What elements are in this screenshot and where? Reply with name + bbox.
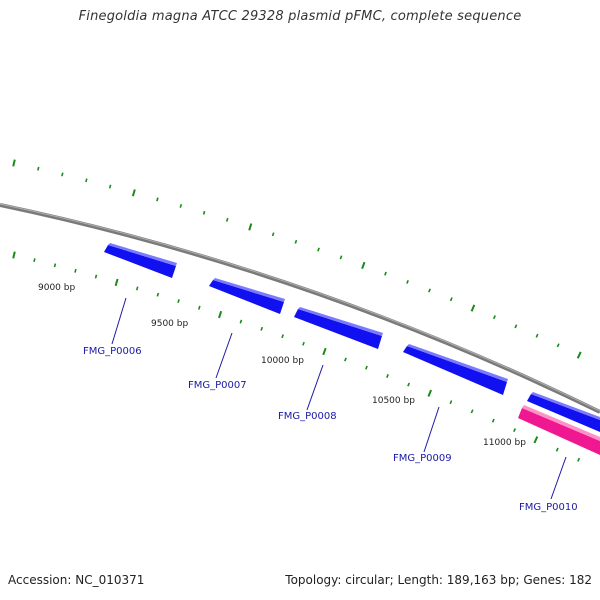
- gene-label-fmg-p0006[interactable]: FMG_P0006: [83, 346, 142, 357]
- outer-tick: [514, 324, 518, 329]
- inner-tick: [470, 409, 474, 414]
- scale-label-10000: 10000 bp: [261, 356, 304, 366]
- inner-tick: [281, 334, 284, 339]
- gene-label-fmg-p0010[interactable]: FMG_P0010: [519, 502, 578, 513]
- inner-tick-row: [12, 251, 581, 462]
- outer-tick-row: [12, 159, 582, 359]
- gene-block-fmg-p0007[interactable]: [209, 278, 285, 314]
- outer-tick: [179, 203, 183, 208]
- outer-tick: [317, 247, 320, 252]
- inner-tick: [135, 286, 139, 291]
- accession-text: Accession: NC_010371: [8, 573, 145, 587]
- inner-tick: [239, 319, 243, 324]
- outer-tick: [492, 315, 496, 320]
- gene-label-fmg-p0008[interactable]: FMG_P0008: [278, 411, 337, 422]
- scale-label-11000: 11000 bp: [483, 438, 526, 448]
- outer-tick: [202, 210, 206, 215]
- gene-block-fmg-p0008[interactable]: [294, 307, 383, 349]
- scale-label-9000: 9000 bp: [38, 283, 75, 293]
- outer-tick: [37, 166, 40, 171]
- inner-tick: [365, 365, 368, 370]
- outer-tick: [339, 255, 343, 260]
- outer-tick: [361, 261, 366, 270]
- outer-tick: [406, 280, 409, 284]
- inner-tick: [197, 305, 201, 310]
- topology-summary-text: Topology: circular; Length: 189,163 bp; …: [285, 573, 592, 587]
- outer-tick: [576, 351, 582, 359]
- inner-tick: [407, 382, 411, 387]
- inner-tick: [555, 447, 559, 452]
- plasmid-backbone: [0, 203, 600, 414]
- gene-block-fmg-p0009[interactable]: [403, 344, 508, 395]
- inner-tick: [74, 268, 77, 273]
- scale-label-9500: 9500 bp: [151, 319, 188, 329]
- inner-tick: [12, 251, 16, 259]
- inner-tick: [156, 292, 160, 297]
- inner-tick: [533, 436, 539, 444]
- outer-tick: [156, 197, 159, 202]
- outer-tick: [449, 297, 453, 302]
- inner-tick: [427, 389, 433, 397]
- inner-tick: [260, 326, 264, 331]
- gene-label-fmg-p0007[interactable]: FMG_P0007: [188, 380, 247, 391]
- inner-tick: [218, 310, 223, 319]
- inner-tick: [344, 357, 347, 362]
- outer-tick: [85, 178, 88, 183]
- gene-block-fmg-p0006[interactable]: [104, 243, 177, 278]
- inner-tick: [53, 263, 57, 268]
- map-title: Finegoldia magna ATCC 29328 plasmid pFMC…: [78, 9, 522, 24]
- inner-tick: [33, 258, 36, 263]
- outer-tick: [428, 288, 431, 293]
- inner-tick: [386, 373, 389, 379]
- outer-tick: [225, 217, 229, 222]
- outer-tick: [61, 172, 64, 177]
- outer-tick: [108, 184, 112, 189]
- inner-tick: [491, 418, 495, 423]
- outer-tick: [131, 189, 136, 197]
- inner-tick: [513, 428, 517, 433]
- gene-block-fmg-p0010[interactable]: [527, 392, 600, 432]
- outer-tick: [248, 223, 253, 231]
- inner-tick: [322, 347, 327, 356]
- outer-tick: [384, 271, 387, 276]
- scale-label-10500: 10500 bp: [372, 396, 415, 406]
- outer-tick: [12, 159, 16, 167]
- gene-label-fmg-p0009[interactable]: FMG_P0009: [393, 453, 452, 464]
- inner-tick: [577, 457, 581, 462]
- inner-tick: [449, 400, 453, 405]
- outer-tick: [294, 239, 298, 244]
- outer-tick: [470, 304, 476, 312]
- inner-tick: [302, 341, 305, 346]
- outer-tick: [271, 232, 275, 237]
- outer-tick: [556, 343, 560, 348]
- outer-tick: [535, 333, 539, 338]
- inner-tick: [177, 299, 180, 304]
- inner-tick: [94, 274, 98, 279]
- inner-tick: [114, 278, 119, 287]
- gene-block-reverse[interactable]: [518, 405, 600, 455]
